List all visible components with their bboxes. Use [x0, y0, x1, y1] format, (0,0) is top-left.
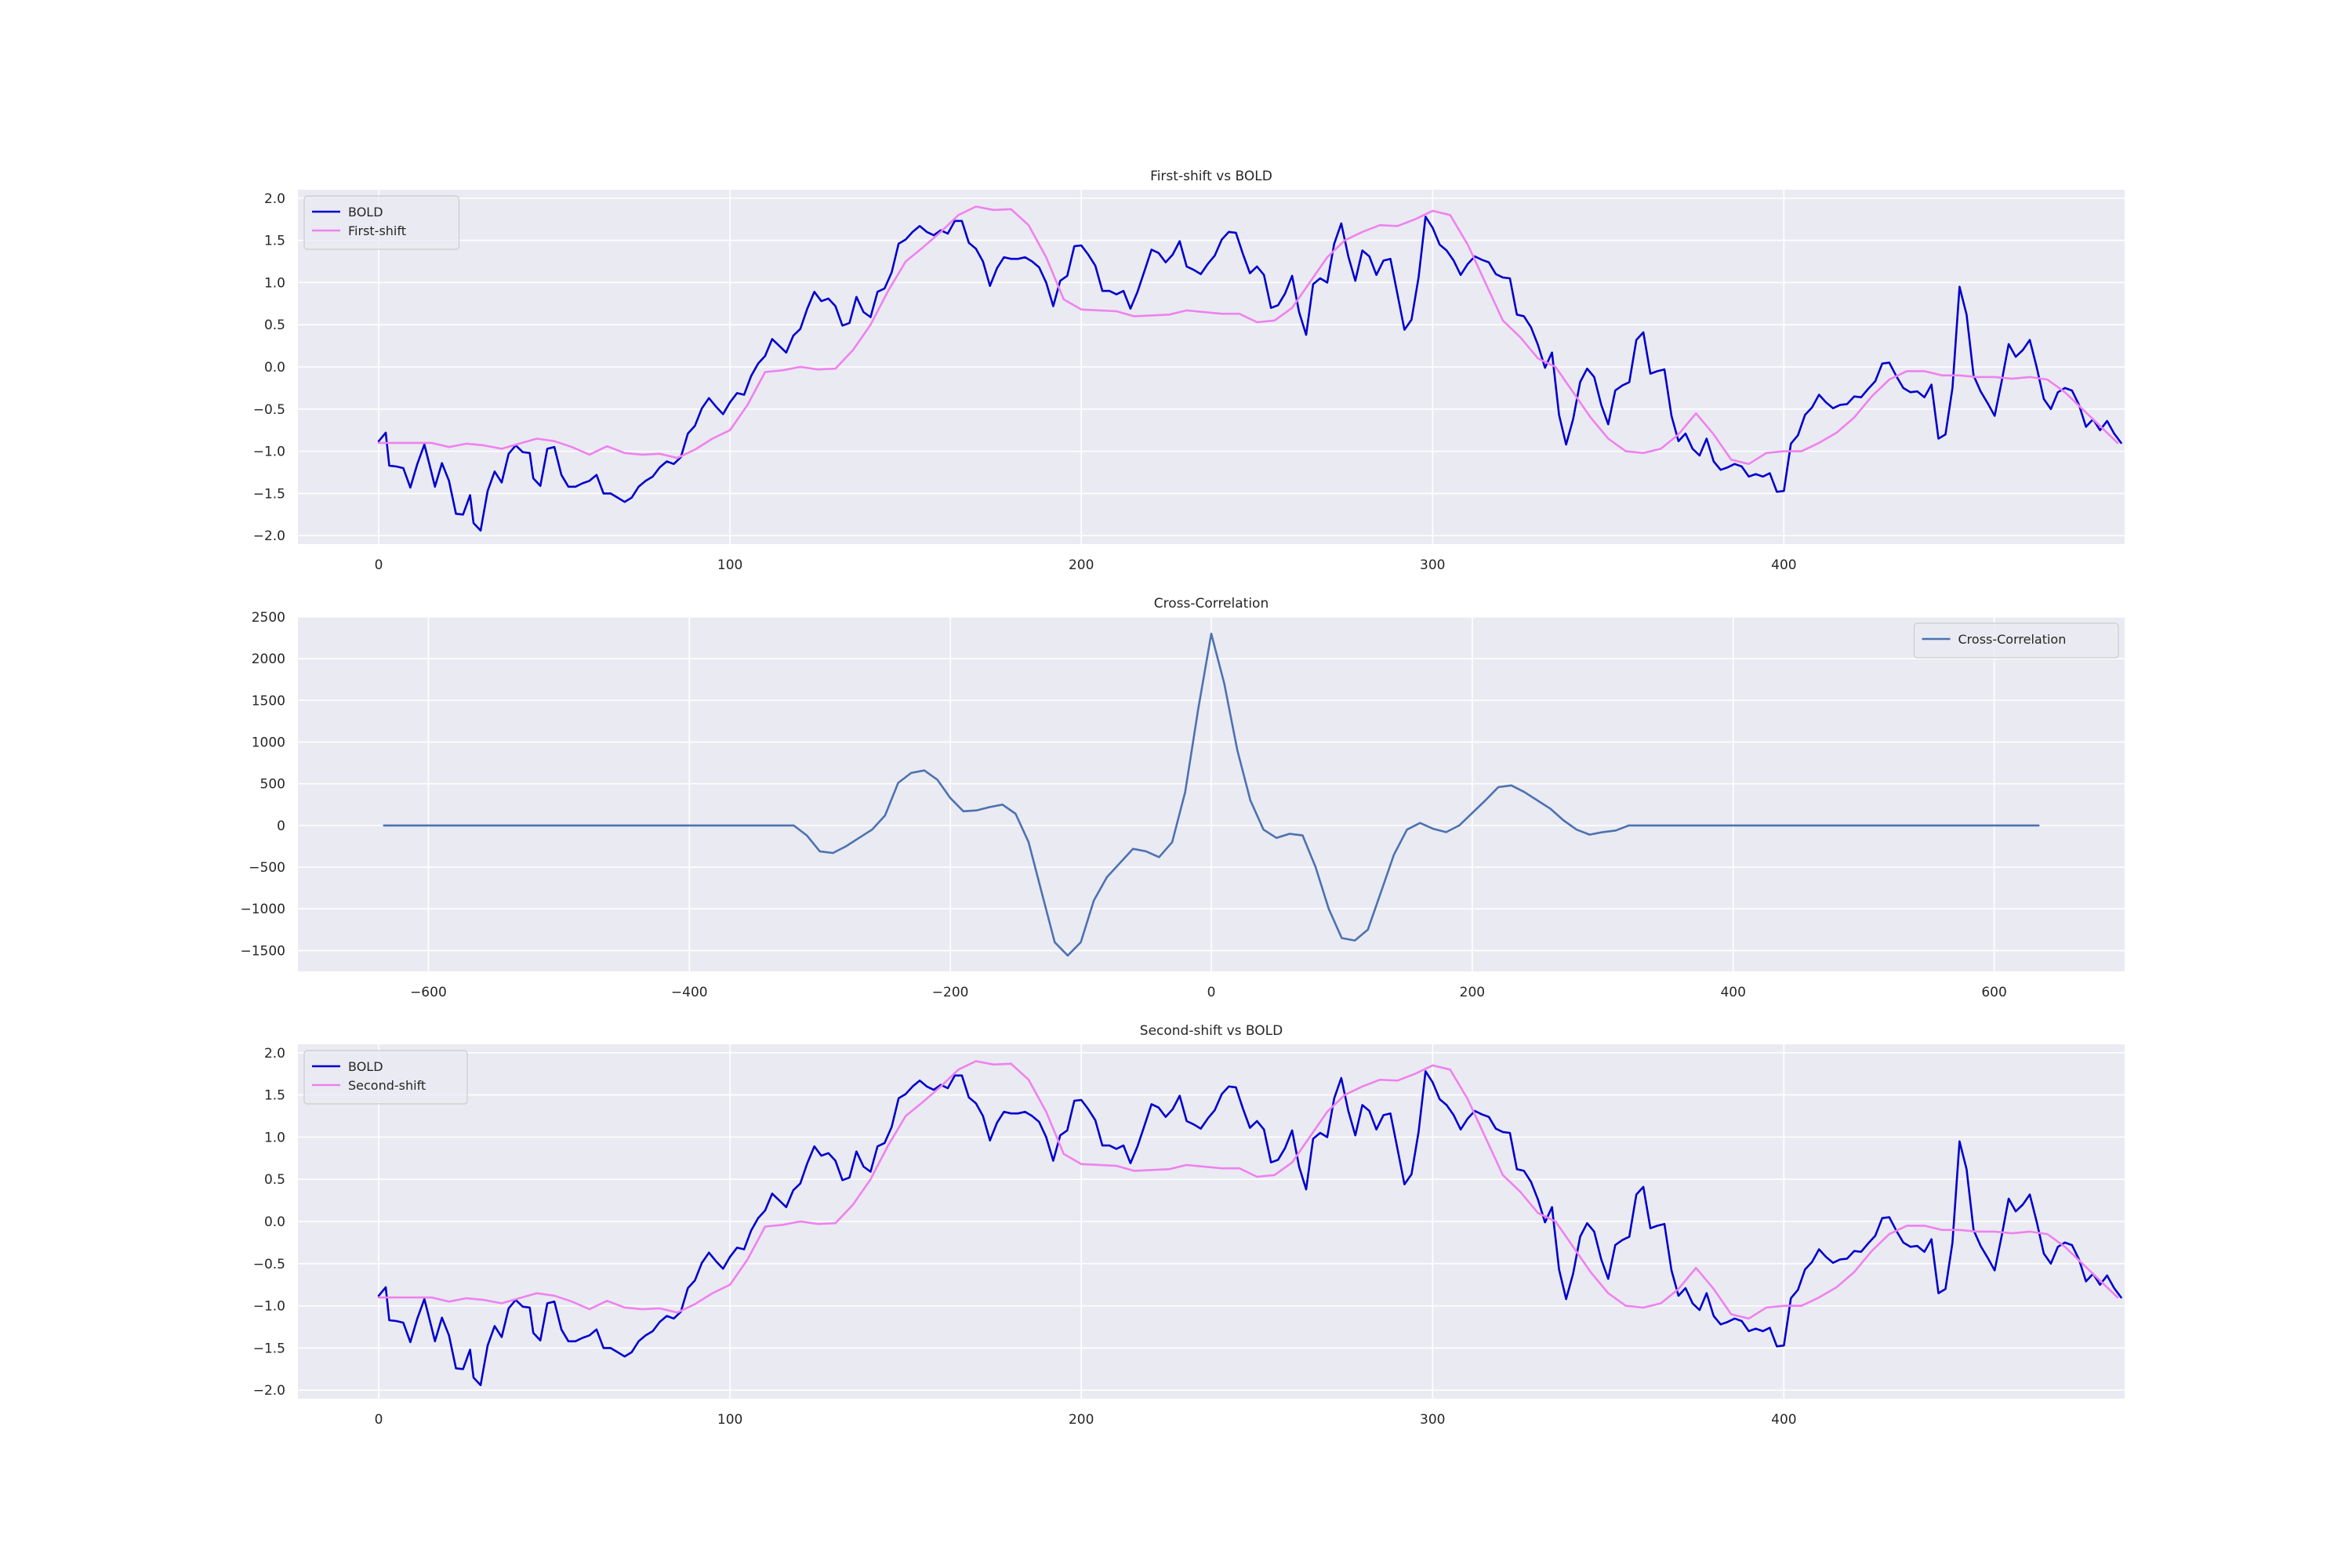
legend-box: [1913, 622, 2119, 659]
y-tick-label: 0.0: [264, 1214, 285, 1230]
y-tick-label: 0.0: [264, 360, 285, 376]
y-tick-label: −1.0: [253, 1299, 285, 1315]
x-tick-label: −400: [671, 985, 708, 1000]
y-tick-label: −1.5: [253, 1341, 285, 1356]
legend-label: BOLD: [348, 1059, 383, 1074]
y-tick-label: −1500: [240, 943, 285, 959]
x-tick-label: 400: [1771, 557, 1796, 573]
x-tick-label: 200: [1460, 985, 1485, 1000]
x-tick-label: 0: [375, 557, 383, 573]
y-tick-label: −2.0: [253, 528, 285, 544]
chart-panel: 0 100 200 300 400 2.0 1.5 1.0 0.5 0.0 −0.5 −1.0 −1.5…: [253, 1023, 2125, 1428]
series-line: [377, 216, 2122, 532]
chart-title: Second-shift vs BOLD: [1140, 1023, 1283, 1039]
y-tick-label: 1000: [252, 735, 285, 751]
y-tick-label: 0: [277, 818, 285, 834]
x-tick-label: 400: [1720, 985, 1745, 1000]
x-tick-label: 200: [1069, 1412, 1094, 1428]
y-tick-label: −0.5: [253, 1257, 285, 1272]
y-tick-label: 0.5: [264, 1172, 285, 1188]
x-tick-label: 100: [717, 1412, 742, 1428]
y-tick-label: 1.5: [264, 1088, 285, 1104]
x-tick-label: −600: [410, 985, 447, 1000]
legend-box: [303, 195, 460, 250]
x-tick-label: 400: [1771, 1412, 1796, 1428]
x-tick-label: 300: [1420, 557, 1445, 573]
series-line: [377, 1070, 2122, 1387]
y-tick-label: 2000: [252, 652, 285, 667]
y-tick-label: 2500: [252, 610, 285, 626]
series-line: [377, 1060, 2119, 1320]
series-line: [383, 633, 2040, 957]
y-tick-label: −0.5: [253, 402, 285, 418]
y-tick-label: −500: [249, 860, 285, 876]
y-tick-label: 1.5: [264, 234, 285, 249]
y-tick-label: −1.0: [253, 445, 285, 460]
legend-label: Second-shift: [348, 1078, 426, 1093]
chart-title: First-shift vs BOLD: [1150, 169, 1272, 184]
chart-title: Cross-Correlation: [1154, 596, 1269, 612]
legend-label: BOLD: [348, 205, 383, 220]
chart-panel: 0 100 200 300 400 2.0 1.5 1.0 0.5 0.0 −0.5 −1.0 −1.5…: [253, 169, 2125, 573]
x-tick-label: 300: [1420, 1412, 1445, 1428]
y-tick-label: 1500: [252, 693, 285, 709]
y-tick-label: 2.0: [264, 1046, 285, 1062]
x-tick-label: 200: [1069, 557, 1094, 573]
x-tick-label: 0: [375, 1412, 383, 1428]
y-tick-label: 1.0: [264, 275, 285, 291]
legend-label: First-shift: [348, 223, 406, 238]
series-line: [377, 205, 2119, 466]
x-tick-label: 0: [1207, 985, 1216, 1000]
y-tick-label: 2.0: [264, 191, 285, 207]
x-tick-label: 600: [1981, 985, 2006, 1000]
y-tick-label: 1.0: [264, 1130, 285, 1145]
y-tick-label: 500: [260, 777, 285, 793]
y-tick-label: −2.0: [253, 1383, 285, 1399]
legend: Cross-Correlation: [1913, 622, 2119, 659]
legend-box: [303, 1050, 468, 1105]
legend: BOLD First-shift: [303, 195, 460, 250]
y-tick-label: 0.5: [264, 318, 285, 333]
x-tick-label: 100: [717, 557, 742, 573]
y-tick-label: −1.5: [253, 486, 285, 502]
x-tick-label: −200: [932, 985, 969, 1000]
y-tick-label: −1000: [240, 902, 285, 917]
legend-label: Cross-Correlation: [1958, 632, 2067, 647]
legend: BOLD Second-shift: [303, 1050, 468, 1105]
chart-panel: −600 −400 −200 0 200 400 600 2500 2000 1500 1000 50…: [240, 596, 2125, 1000]
